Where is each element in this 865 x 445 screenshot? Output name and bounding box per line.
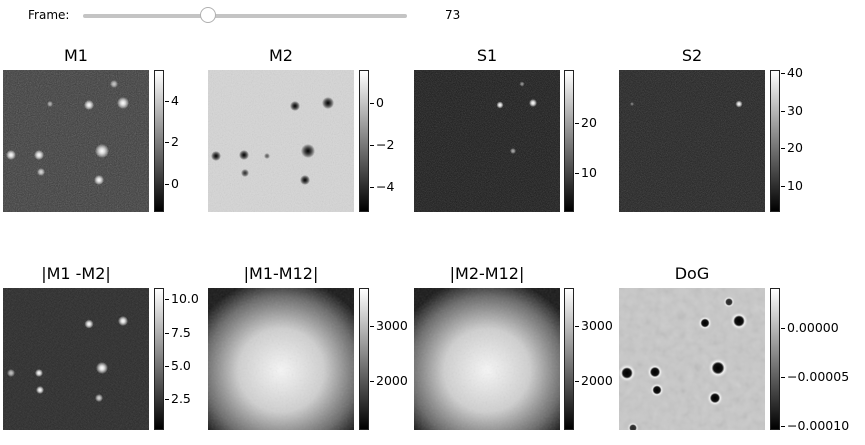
panel-title: |M2-M12| [449, 264, 525, 283]
colorbar-m2-minus-m12: 3000 2000 [564, 288, 613, 430]
colorbar-tick-label: 10 [787, 178, 803, 193]
colorbar-tick-label: 20 [581, 115, 597, 130]
frame-slider-track[interactable] [83, 14, 407, 18]
panel-title: |M1-M12| [243, 264, 319, 283]
colorbar-m1-minus-m12: 3000 2000 [359, 288, 408, 430]
colorbar-tick-label: −0.00010 [787, 418, 850, 433]
image-m1 [3, 70, 149, 212]
colorbar-tick-label: −2 [376, 137, 395, 152]
colorbar-tick-label: 30 [787, 103, 803, 118]
panel-title: M2 [269, 46, 293, 65]
colorbar-tick-label: 20 [787, 140, 803, 155]
colorbar-tick-label: 2 [171, 134, 179, 149]
image-dog [619, 288, 765, 430]
image-m2-minus-m12 [414, 288, 560, 430]
panel-title: |M1 -M2| [41, 264, 111, 283]
colorbar-tick-label: 2000 [376, 373, 408, 388]
colorbar-tick-label: 10.0 [171, 291, 199, 306]
colorbar-tick-label: 4 [171, 93, 179, 108]
image-s2 [619, 70, 765, 212]
frame-slider-thumb[interactable] [200, 7, 216, 23]
colorbar-tick-label: 3000 [376, 318, 408, 333]
colorbar-m1-minus-m2: 10.0 7.5 5.0 2.5 [154, 288, 199, 430]
image-m1-minus-m2 [3, 288, 149, 430]
colorbar-tick-label: 2.5 [171, 391, 191, 406]
colorbar-tick-label: −4 [376, 179, 395, 194]
panel-title: S2 [681, 46, 703, 65]
colorbar-tick-label: 7.5 [171, 325, 191, 340]
panel-title: S1 [476, 46, 498, 65]
colorbar-s1: 20 10 [564, 70, 597, 212]
image-m1-minus-m12 [208, 288, 354, 430]
image-m2 [208, 70, 354, 212]
colorbar-m1: 4 2 0 [154, 70, 179, 212]
image-s1 [414, 70, 560, 212]
panel-title: DoG [674, 264, 710, 283]
colorbar-tick-label: 2000 [581, 373, 613, 388]
colorbar-tick-label: 3000 [581, 318, 613, 333]
panel-title: M1 [64, 46, 88, 65]
colorbar-tick-label: 40 [787, 65, 803, 80]
colorbar-tick-label: 10 [581, 165, 597, 180]
frame-slider-value: 73 [445, 8, 461, 22]
colorbar-tick-label: −0.00005 [787, 369, 850, 384]
colorbar-dog: 0.00000 −0.00005 −0.00010 [770, 288, 849, 433]
frame-slider-label: Frame: [28, 8, 70, 22]
colorbar-tick-label: 0.00000 [787, 320, 839, 335]
colorbar-s2: 40 30 20 10 [770, 66, 803, 212]
colorbar-tick-label: 0 [171, 176, 179, 191]
colorbar-m2: 0 −2 −4 [359, 70, 394, 212]
colorbar-tick-label: 5.0 [171, 358, 191, 373]
colorbar-tick-label: 0 [376, 95, 384, 110]
